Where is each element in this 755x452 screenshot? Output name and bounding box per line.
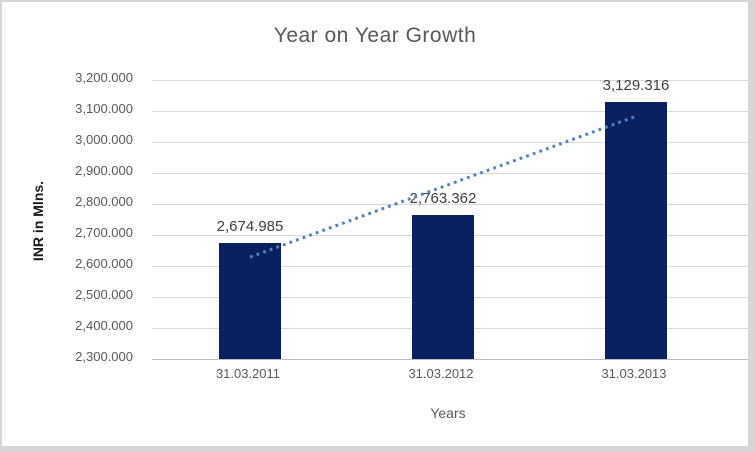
y-axis-title: INR in Mlns. xyxy=(30,180,46,262)
bar-value-label: 3,129.316 xyxy=(602,76,670,94)
x-axis-title: Years xyxy=(430,405,466,421)
bar-value-label: 2,763.362 xyxy=(409,190,477,208)
gridline xyxy=(152,111,748,112)
bar xyxy=(412,215,474,359)
gridline xyxy=(152,142,748,143)
gridline xyxy=(152,359,748,360)
x-tick-label: 31.03.2011 xyxy=(215,366,281,381)
gridline xyxy=(152,80,748,81)
bar xyxy=(219,242,281,359)
y-tick-label: 2,300.000 xyxy=(75,349,133,364)
bar-value-label: 2,674.985 xyxy=(216,217,284,235)
y-tick-label: 2,500.000 xyxy=(75,287,133,302)
chart-title: Year on Year Growth xyxy=(273,24,477,47)
gridline xyxy=(152,173,748,174)
plot-area: 2,674.985 2,763.362 3,129.316 xyxy=(152,76,748,360)
y-tick-label: 2,700.000 xyxy=(75,225,133,240)
trendline xyxy=(249,114,637,259)
y-tick-label: 3,000.000 xyxy=(75,132,133,147)
y-tick-label: 2,900.000 xyxy=(75,163,133,178)
y-tick-label: 2,800.000 xyxy=(75,194,133,209)
y-tick-label: 2,600.000 xyxy=(75,256,133,271)
y-tick-label: 3,200.000 xyxy=(75,70,133,85)
y-tick-label: 3,100.000 xyxy=(75,101,133,116)
x-tick-label: 31.03.2013 xyxy=(601,366,667,381)
y-tick-label: 2,400.000 xyxy=(75,318,133,333)
gridline xyxy=(152,204,748,205)
x-tick-label: 31.03.2012 xyxy=(408,366,474,381)
chart-area: Year on Year Growth INR in Mlns. 2,674.9… xyxy=(2,2,748,446)
trendline-segment xyxy=(249,114,637,259)
bar xyxy=(605,101,667,359)
